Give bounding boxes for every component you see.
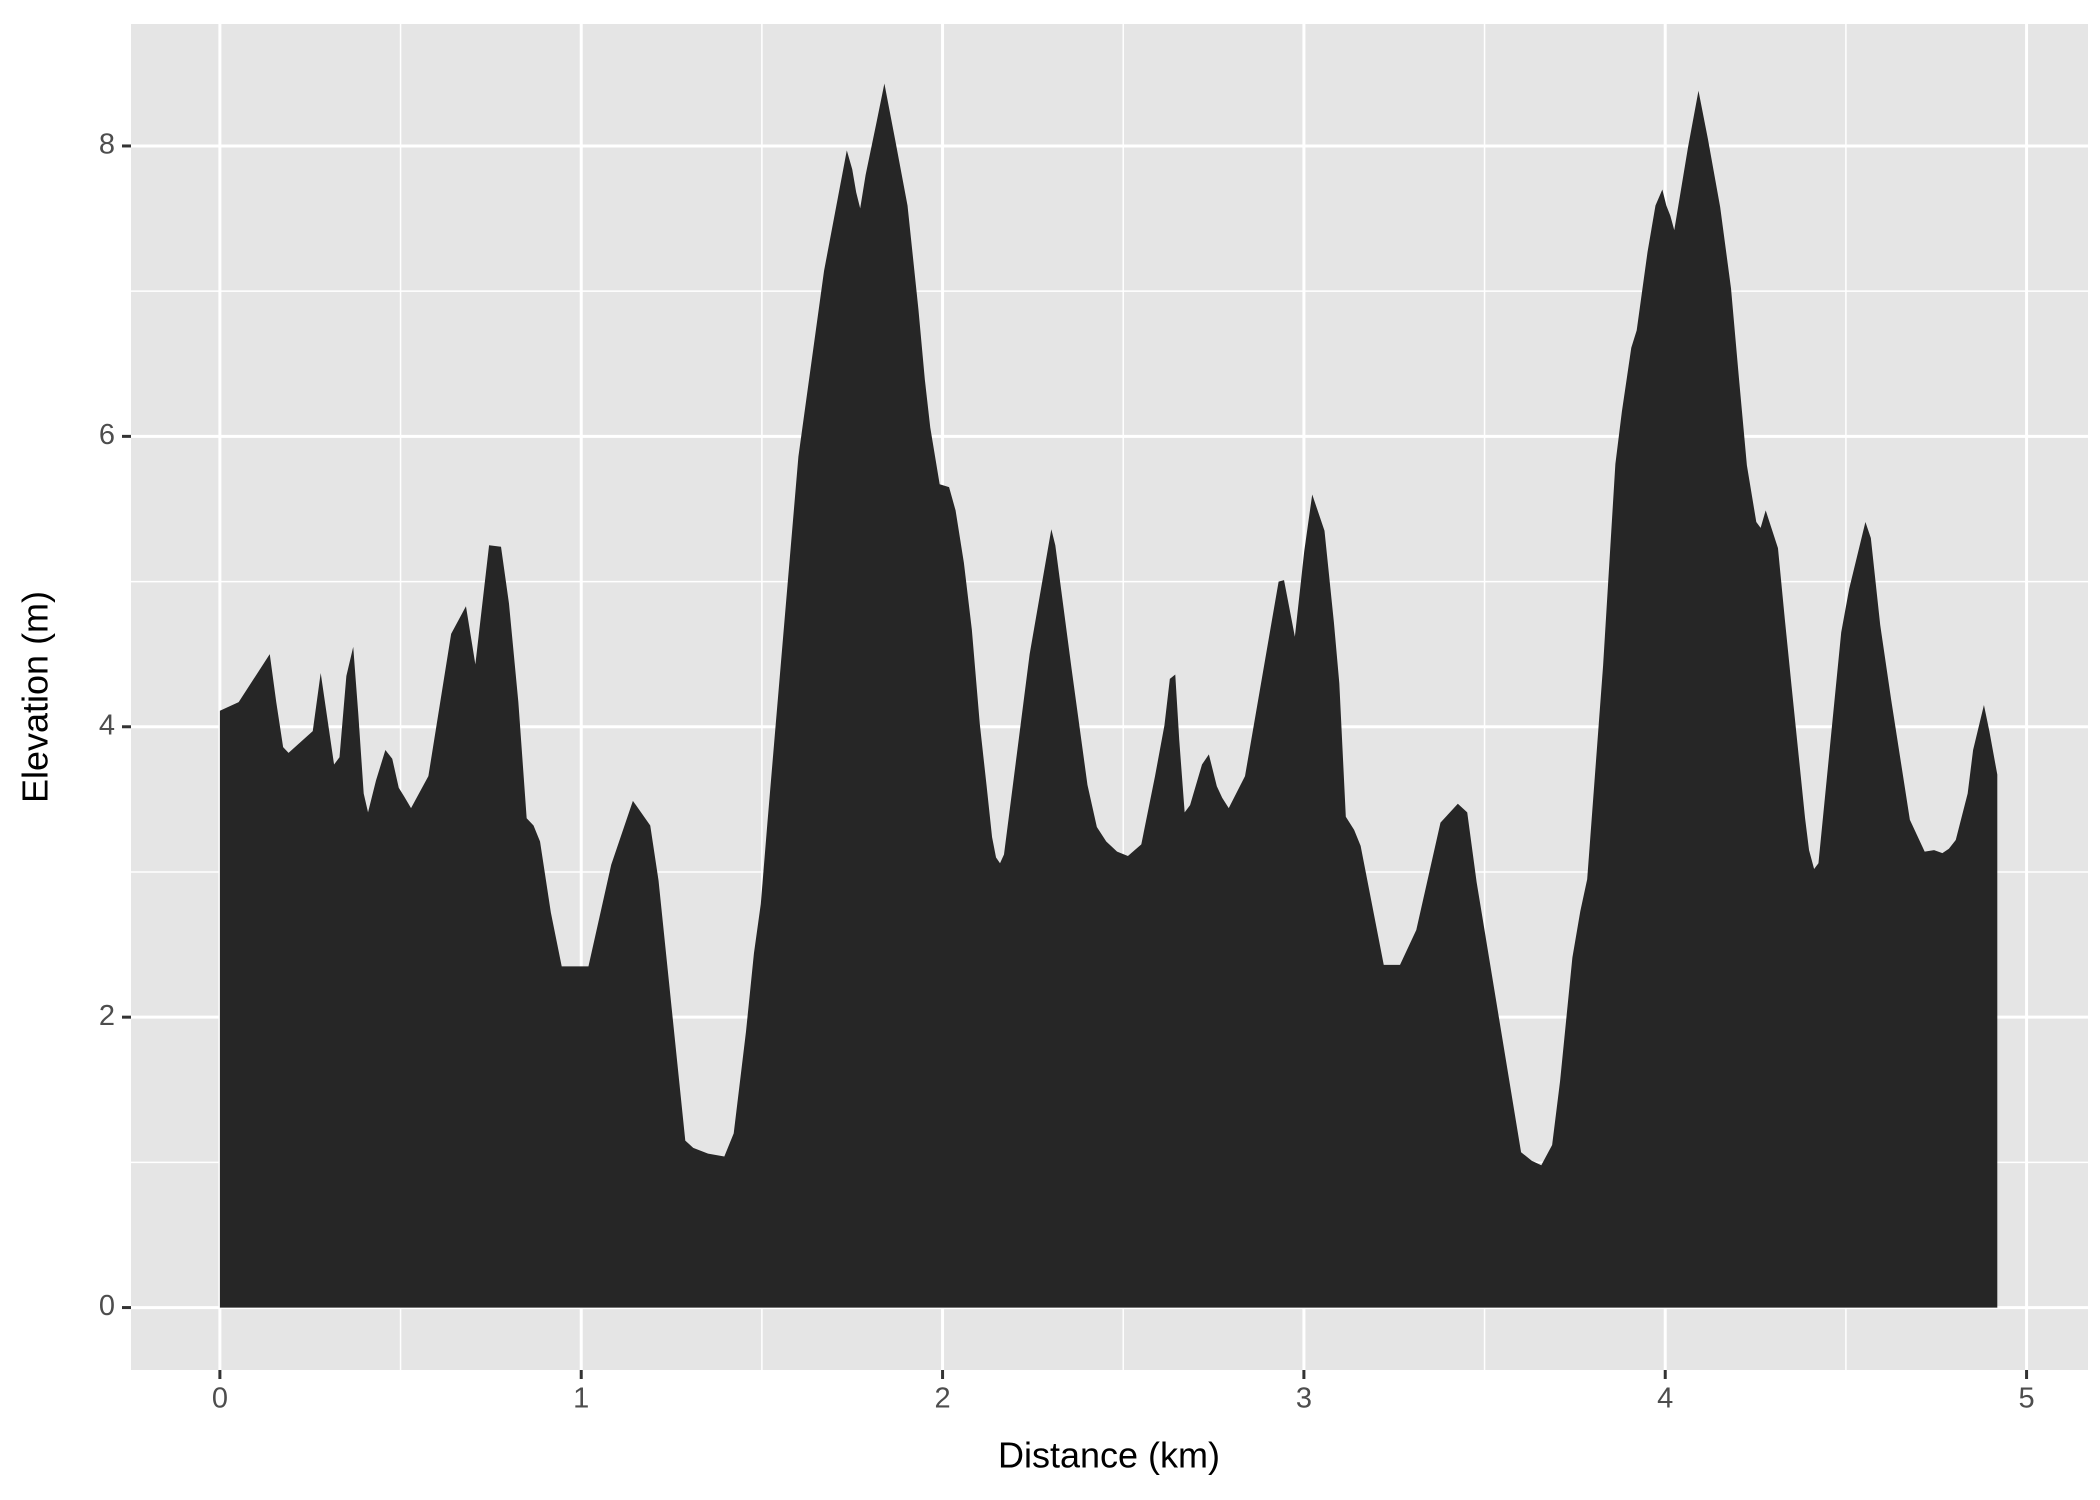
y-tick-label: 6 bbox=[99, 419, 115, 451]
area bbox=[219, 83, 1998, 1308]
y-tick-label: 8 bbox=[99, 129, 115, 161]
marks bbox=[219, 83, 1998, 1308]
x-axis-title: Distance (km) bbox=[998, 1435, 1220, 1476]
y-tick-label: 0 bbox=[99, 1290, 115, 1322]
axes: 0 1 2 3 4 5 0 2 4 6 8 bbox=[99, 129, 2035, 1415]
x-tick-label: 3 bbox=[1296, 1383, 1312, 1415]
x-tick-label: 0 bbox=[212, 1383, 228, 1415]
x-tick-label: 1 bbox=[573, 1383, 589, 1415]
y-tick-label: 2 bbox=[99, 1000, 115, 1032]
x-tick-label: 4 bbox=[1657, 1383, 1673, 1415]
x-tick-label: 2 bbox=[934, 1383, 950, 1415]
y-tick-label: 4 bbox=[99, 709, 115, 741]
y-axis-title: Elevation (m) bbox=[15, 591, 56, 803]
x-tick-label: 5 bbox=[2019, 1383, 2035, 1415]
